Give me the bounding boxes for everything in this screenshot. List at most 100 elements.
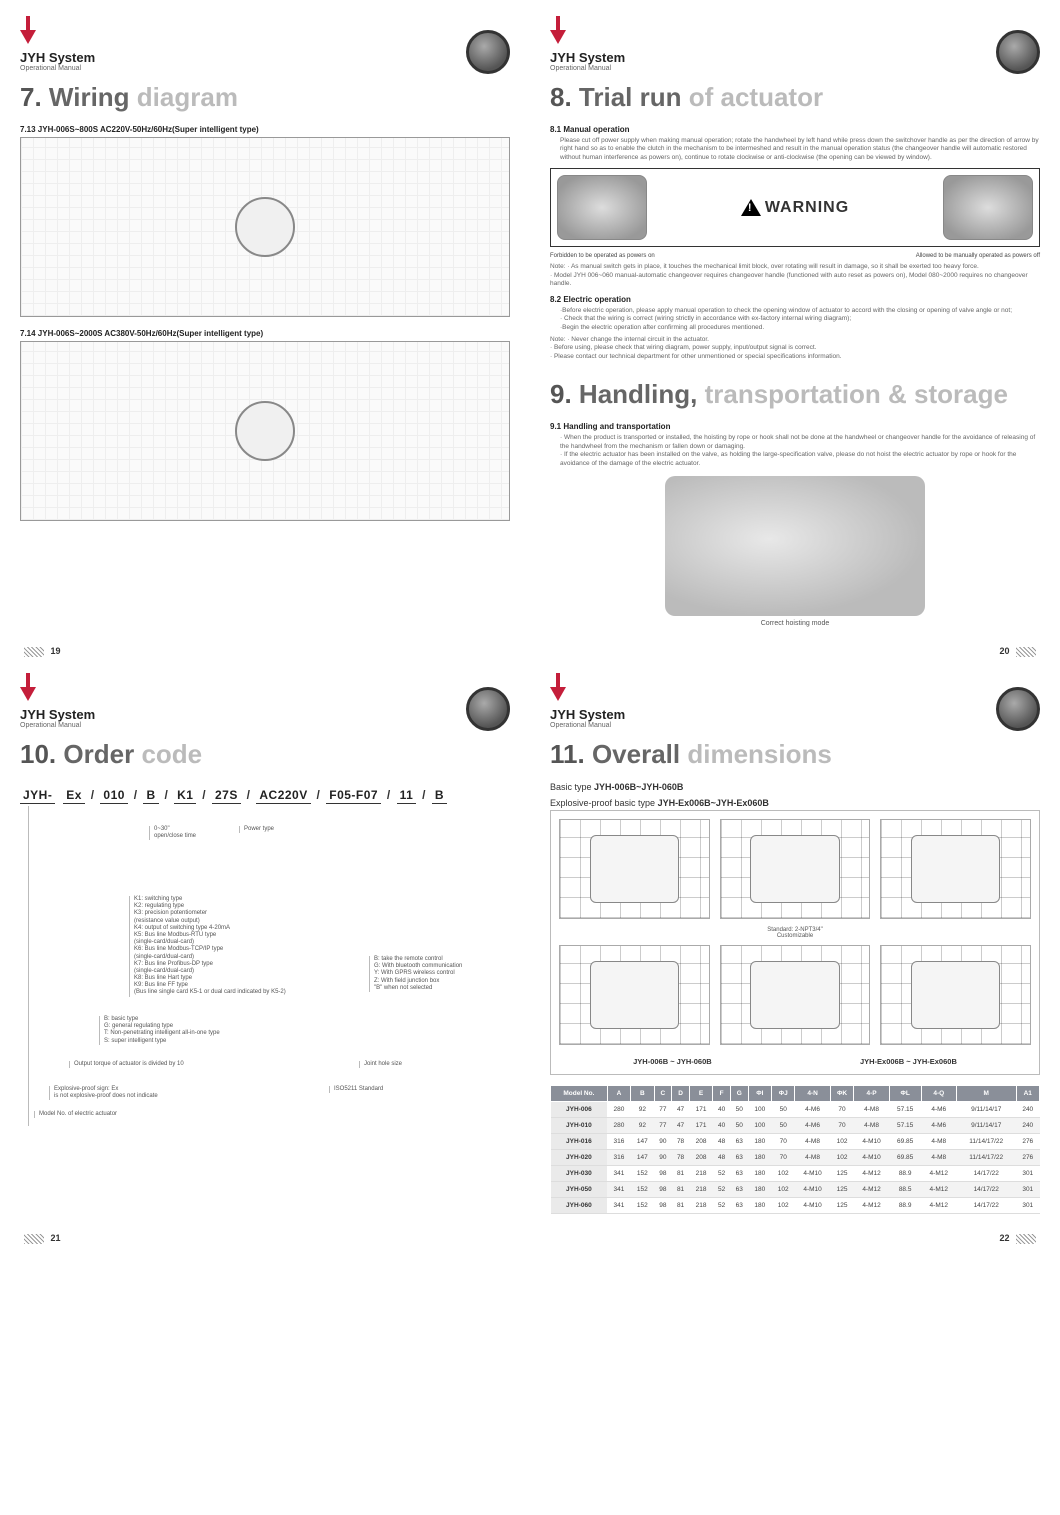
brand-sub: Operational Manual — [550, 722, 625, 729]
page-header: JYH System Operational Manual — [20, 687, 510, 731]
model-cell: JYH-050 — [551, 1182, 608, 1198]
model-cell: JYH-030 — [551, 1166, 608, 1182]
hatch-icon — [24, 1234, 44, 1244]
hoist-caption: Correct hoisting mode — [550, 620, 1040, 627]
section-title-9: 9. Handling, transportation & storage — [550, 379, 1040, 410]
table-cell: 240 — [1016, 1102, 1039, 1118]
model-cell: JYH-060 — [551, 1198, 608, 1214]
page-header: JYH System Operational Manual — [550, 687, 1040, 731]
wiring-diagram-2 — [20, 341, 510, 521]
table-cell: 48 — [713, 1134, 731, 1150]
order-separator: / — [416, 788, 432, 802]
body-8-2: ·Before electric operation, please apply… — [560, 307, 1040, 332]
page-19: JYH System Operational Manual 7. Wiring … — [20, 20, 510, 657]
table-cell: 4-M12 — [854, 1182, 889, 1198]
page-number: 20 — [999, 646, 1040, 657]
motor-icon — [235, 401, 295, 461]
section-title: 11. Overall dimensions — [550, 739, 1040, 770]
table-header: F — [713, 1086, 731, 1102]
table-header: A — [607, 1086, 630, 1102]
table-cell: 14/17/22 — [956, 1166, 1016, 1182]
table-cell: 47 — [672, 1102, 690, 1118]
table-cell: 4-M12 — [921, 1198, 956, 1214]
table-cell: 77 — [654, 1118, 672, 1134]
brand-block: JYH System Operational Manual — [20, 687, 95, 729]
table-cell: 152 — [631, 1166, 654, 1182]
order-separator: / — [159, 788, 175, 802]
table-cell: 180 — [748, 1198, 771, 1214]
table-cell: 102 — [830, 1150, 854, 1166]
brand-name: JYH System — [20, 707, 95, 722]
seal-badge-icon — [996, 30, 1040, 74]
note-time: 0~30" open/close time — [149, 826, 196, 840]
table-header: Model No. — [551, 1086, 608, 1102]
order-separator: / — [381, 788, 397, 802]
table-cell: 240 — [1016, 1118, 1039, 1134]
table-cell: 4-M6 — [795, 1102, 830, 1118]
subhead-7-13: 7.13 JYH-006S~800S AC220V-50Hz/60Hz(Supe… — [20, 125, 510, 134]
order-separator: / — [241, 788, 257, 802]
body-8-1: Please cut off power supply when making … — [560, 137, 1040, 162]
table-cell: 4-M8 — [854, 1118, 889, 1134]
warning-label: WARNING — [741, 199, 849, 217]
table-cell: 63 — [730, 1182, 748, 1198]
table-cell: 218 — [689, 1182, 712, 1198]
table-cell: 4-M10 — [854, 1134, 889, 1150]
table-cell: 14/17/22 — [956, 1182, 1016, 1198]
section-title: 8. Trial run of actuator — [550, 82, 1040, 113]
table-row: JYH-01631614790782084863180704-M81024-M1… — [551, 1134, 1040, 1150]
table-cell: 50 — [730, 1102, 748, 1118]
dim-line-1: Basic type JYH-006B~JYH-060B — [550, 782, 1040, 792]
table-cell: 11/14/17/22 — [956, 1134, 1016, 1150]
dim-line-2: Explosive-proof basic type JYH-Ex006B~JY… — [550, 798, 1040, 808]
page-header: JYH System Operational Manual — [550, 30, 1040, 74]
table-header: ΦI — [748, 1086, 771, 1102]
table-cell: 4-M8 — [921, 1134, 956, 1150]
table-cell: 50 — [772, 1102, 795, 1118]
brand-block: JYH System Operational Manual — [550, 687, 625, 729]
table-cell: 14/17/22 — [956, 1198, 1016, 1214]
brand-name: JYH System — [20, 50, 95, 65]
table-cell: 180 — [748, 1166, 771, 1182]
table-cell: 100 — [748, 1118, 771, 1134]
table-cell: 4-M12 — [921, 1182, 956, 1198]
table-cell: 4-M12 — [854, 1198, 889, 1214]
table-cell: 341 — [607, 1182, 630, 1198]
table-cell: 69.85 — [889, 1134, 921, 1150]
table-header: 4-N — [795, 1086, 830, 1102]
drawing-view — [880, 819, 1031, 919]
table-cell: 63 — [730, 1150, 748, 1166]
table-cell: 280 — [607, 1118, 630, 1134]
table-cell: 70 — [772, 1150, 795, 1166]
table-cell: 125 — [830, 1166, 854, 1182]
actuator-icon — [557, 175, 647, 240]
note-2: Note: · Never change the internal circui… — [550, 336, 1040, 361]
page-number: 22 — [999, 1233, 1040, 1244]
subhead-8-1: 8.1 Manual operation — [550, 125, 1040, 134]
order-segment: 010 — [100, 788, 128, 804]
subhead-9-1: 9.1 Handling and transportation — [550, 422, 1040, 431]
table-cell: 100 — [748, 1102, 771, 1118]
table-cell: 4-M10 — [795, 1166, 830, 1182]
note-btypes: B: basic type G: general regulating type… — [99, 1016, 220, 1045]
table-cell: 152 — [631, 1198, 654, 1214]
brand-block: JYH System Operational Manual — [20, 30, 95, 72]
motor-icon — [235, 197, 295, 257]
order-segment: F05-F07 — [326, 788, 381, 804]
table-header: B — [631, 1086, 654, 1102]
table-cell: 4-M12 — [854, 1166, 889, 1182]
table-cell: 9/11/14/17 — [956, 1118, 1016, 1134]
page-21: JYH System Operational Manual 10. Order … — [20, 677, 510, 1244]
table-cell: 171 — [689, 1118, 712, 1134]
table-cell: 9/11/14/17 — [956, 1102, 1016, 1118]
warning-captions: Forbidden to be operated as powers on Al… — [550, 253, 1040, 259]
table-cell: 316 — [607, 1134, 630, 1150]
order-segment: B — [143, 788, 158, 804]
table-cell: 90 — [654, 1150, 672, 1166]
arrow-down-icon — [20, 30, 36, 44]
drawing-captions: JYH-006B ~ JYH-060B JYH-Ex006B ~ JYH-Ex0… — [559, 1053, 1031, 1066]
order-segment: 11 — [397, 788, 417, 804]
table-row: JYH-0102809277471714050100504-M6704-M857… — [551, 1118, 1040, 1134]
table-cell: 180 — [748, 1150, 771, 1166]
note-exproof: Explosive-proof sign: Ex is not explosiv… — [49, 1086, 158, 1100]
